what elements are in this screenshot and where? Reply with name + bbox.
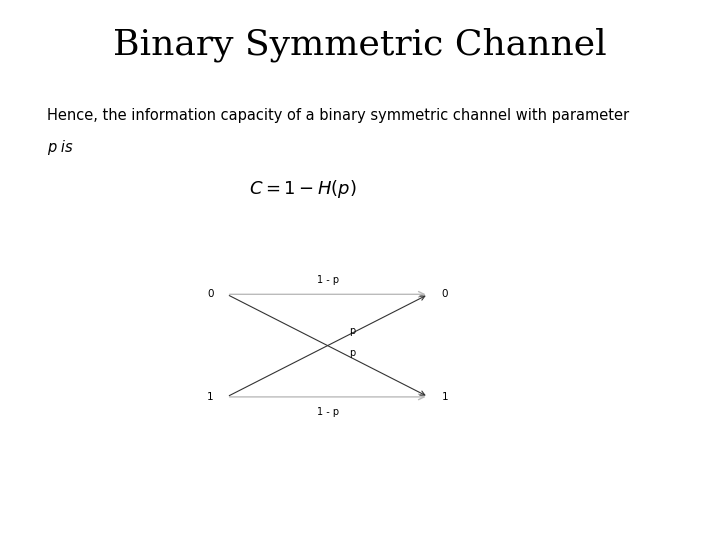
Text: p: p [349, 348, 356, 359]
Text: 0: 0 [207, 289, 214, 299]
Text: 1: 1 [441, 392, 448, 402]
Text: 0: 0 [441, 289, 448, 299]
Text: $C = 1 - H(p)$: $C = 1 - H(p)$ [248, 178, 356, 200]
Text: Binary Symmetric Channel: Binary Symmetric Channel [113, 27, 607, 62]
Text: 1 - p: 1 - p [317, 407, 338, 417]
Text: p: p [349, 326, 356, 336]
Text: Hence, the information capacity of a binary symmetric channel with parameter: Hence, the information capacity of a bin… [47, 108, 629, 123]
Text: 1: 1 [207, 392, 214, 402]
Text: 1 - p: 1 - p [317, 274, 338, 285]
Text: p is: p is [47, 140, 73, 156]
